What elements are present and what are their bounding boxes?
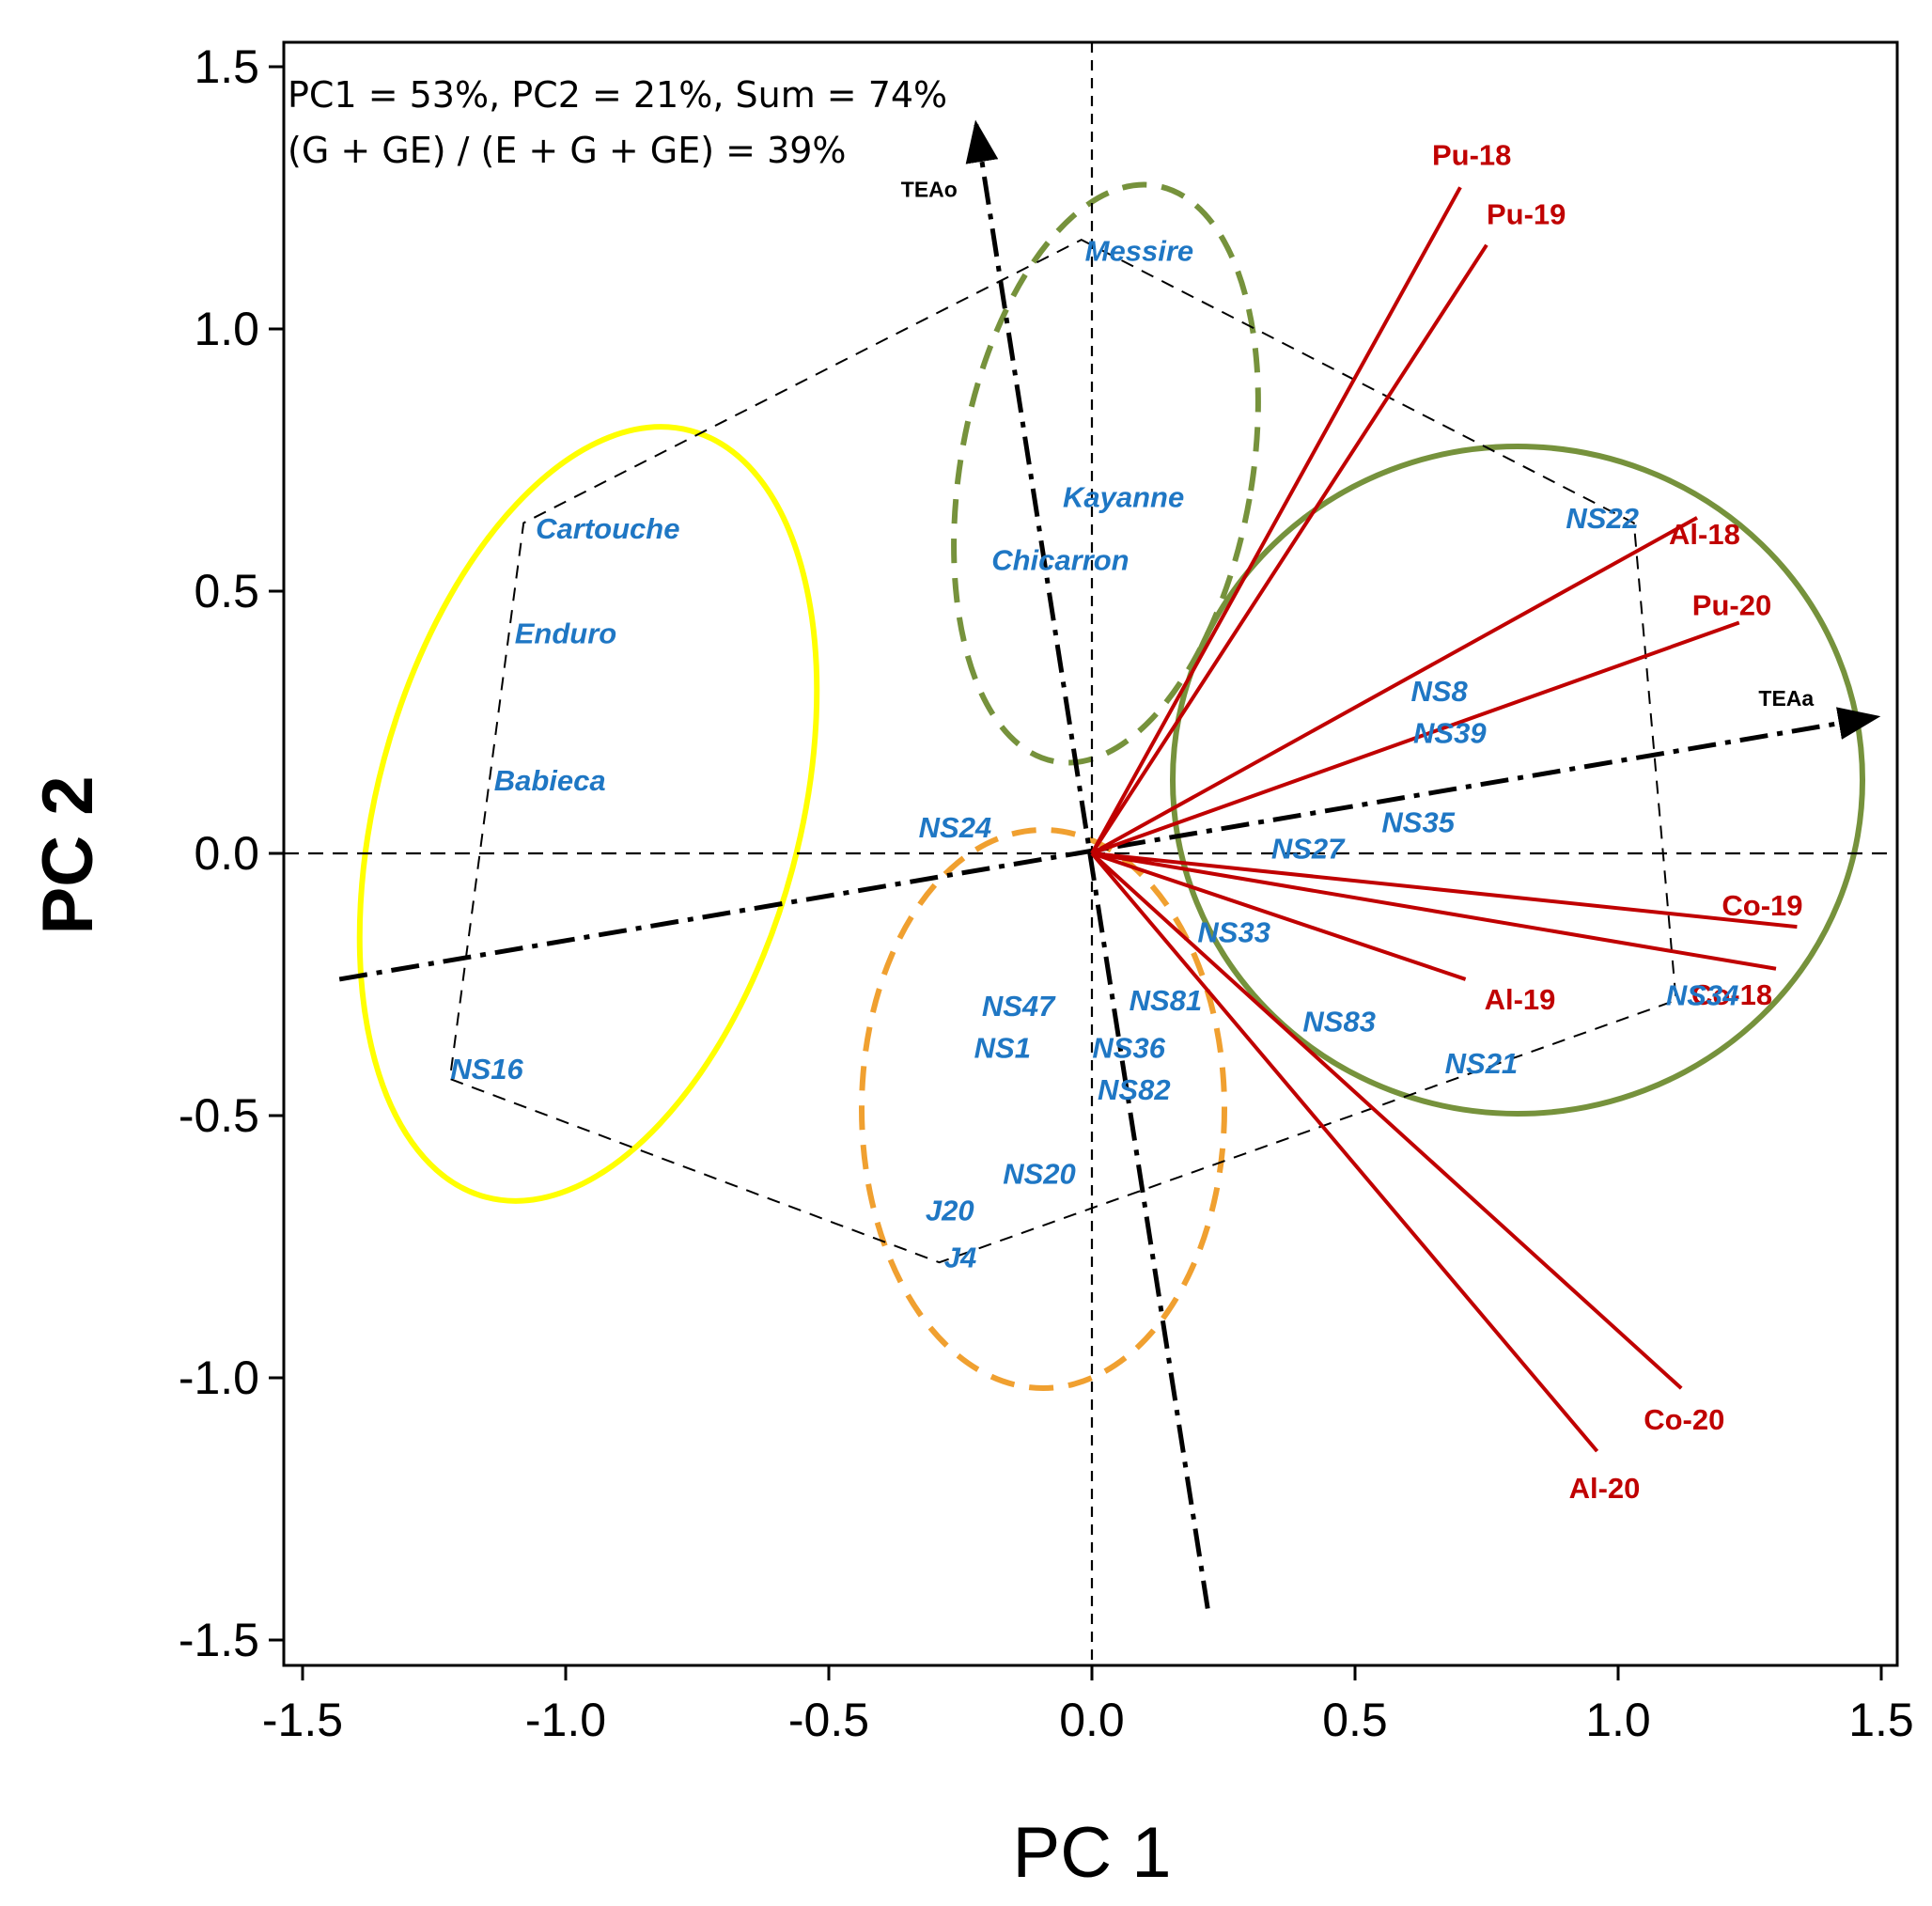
y-tick-label: 0.0 bbox=[194, 827, 259, 880]
env-label-co-20: Co-20 bbox=[1644, 1403, 1724, 1436]
genotype-label-ns33: NS33 bbox=[1197, 916, 1270, 949]
genotype-label-messire: Messire bbox=[1085, 234, 1193, 267]
genotype-label-j20: J20 bbox=[926, 1194, 974, 1226]
env-vector-pu-18 bbox=[1090, 186, 1462, 854]
x-tick-label: -1.5 bbox=[262, 1694, 343, 1746]
genotype-label-ns47: NS47 bbox=[982, 990, 1056, 1023]
y-tick-label: -1.5 bbox=[179, 1614, 259, 1666]
genotype-label-cartouche: Cartouche bbox=[536, 512, 679, 545]
genotype-label-ns35: NS35 bbox=[1381, 806, 1455, 839]
yellow-group-ellipse bbox=[356, 424, 820, 1204]
env-vector-co-19 bbox=[1091, 851, 1798, 930]
environment-labels: Pu-18 Pu-19 Al-18 Pu-20 Co-19 Co-18 Al-19 Co-20… bbox=[1432, 138, 1803, 1505]
genotype-label-ns21: NS21 bbox=[1445, 1047, 1519, 1080]
y-tick-label: 1.5 bbox=[194, 40, 259, 93]
x-axis-title: PC 1 bbox=[1013, 1813, 1172, 1893]
env-label-pu-19: Pu-19 bbox=[1487, 198, 1566, 231]
env-label-co-19: Co-19 bbox=[1722, 889, 1802, 922]
env-vector-al-20 bbox=[1090, 851, 1599, 1453]
genotype-label-ns27: NS27 bbox=[1271, 832, 1346, 865]
genotype-label-ns24: NS24 bbox=[919, 811, 992, 844]
group-ellipses bbox=[356, 181, 1865, 1391]
genotype-label-ns22: NS22 bbox=[1566, 502, 1639, 535]
env-vector-co-20 bbox=[1090, 851, 1683, 1390]
x-tick-label: 0.0 bbox=[1059, 1694, 1125, 1746]
green-dashed-group-ellipse bbox=[951, 181, 1261, 766]
env-label-pu-20: Pu-20 bbox=[1692, 588, 1771, 621]
axis-ticks: -1.5 -1.0 -0.5 0.0 0.5 1.0 1.5 -1.5 -1.0 -0.5 0.0 0… bbox=[179, 40, 1914, 1746]
y-tick-label: -0.5 bbox=[179, 1089, 259, 1142]
genotype-label-ns20: NS20 bbox=[1003, 1157, 1076, 1190]
genotype-labels: Messire Kayanne Chicarron Cartouche Enduro Ba… bbox=[450, 234, 1738, 1273]
genotype-label-ns34: NS34 bbox=[1666, 979, 1739, 1012]
x-tick-label: 1.5 bbox=[1848, 1694, 1914, 1746]
genotype-label-ns81: NS81 bbox=[1130, 984, 1203, 1017]
genotype-label-ns82: NS82 bbox=[1098, 1073, 1171, 1106]
x-tick-label: -1.0 bbox=[525, 1694, 606, 1746]
genotype-label-babieca: Babieca bbox=[494, 764, 606, 797]
env-label-al-19: Al-19 bbox=[1485, 983, 1556, 1016]
teaa-label: TEAa bbox=[1758, 686, 1814, 711]
orange-dashed-group-ellipse bbox=[859, 827, 1227, 1391]
genotype-label-ns16: NS16 bbox=[450, 1053, 523, 1086]
y-tick-label: -1.0 bbox=[179, 1351, 259, 1404]
genotype-label-ns1: NS1 bbox=[974, 1031, 1031, 1064]
env-label-al-18: Al-18 bbox=[1669, 518, 1740, 551]
env-label-al-20: Al-20 bbox=[1569, 1472, 1641, 1505]
x-tick-label: 0.5 bbox=[1322, 1694, 1388, 1746]
environment-vectors bbox=[1090, 186, 1798, 1453]
genotype-label-chicarron: Chicarron bbox=[991, 544, 1129, 577]
y-axis-title: PC 2 bbox=[28, 776, 108, 935]
x-tick-label: 1.0 bbox=[1585, 1694, 1651, 1746]
env-label-co-18: Co-18 bbox=[1691, 978, 1772, 1011]
y-tick-label: 1.0 bbox=[194, 303, 259, 355]
variance-explained-text: PC1 = 53%, PC2 = 21%, Sum = 74% bbox=[288, 74, 947, 116]
atc-axis-teao bbox=[965, 119, 1210, 1609]
convex-hull-polygon bbox=[448, 239, 1677, 1264]
gge-ratio-text: (G + GE) / (E + G + GE) = 39% bbox=[288, 130, 847, 171]
genotype-label-ns39: NS39 bbox=[1413, 717, 1487, 750]
x-tick-label: -0.5 bbox=[788, 1694, 869, 1746]
env-vector-pu-20 bbox=[1091, 620, 1740, 855]
env-label-pu-18: Pu-18 bbox=[1432, 138, 1511, 171]
env-vector-pu-19 bbox=[1090, 243, 1488, 855]
y-tick-label: 0.5 bbox=[194, 565, 259, 617]
genotype-label-j4: J4 bbox=[944, 1242, 976, 1274]
genotype-label-kayanne: Kayanne bbox=[1063, 481, 1184, 514]
genotype-label-ns83: NS83 bbox=[1302, 1006, 1376, 1039]
genotype-label-enduro: Enduro bbox=[515, 617, 617, 650]
env-vector-al-19 bbox=[1091, 851, 1467, 981]
env-vector-co-18 bbox=[1091, 851, 1777, 971]
genotype-label-ns36: NS36 bbox=[1092, 1031, 1165, 1064]
green-solid-group-ellipse bbox=[1170, 444, 1865, 1117]
env-vector-al-18 bbox=[1091, 516, 1698, 855]
genotype-label-ns8: NS8 bbox=[1410, 675, 1468, 708]
teao-label: TEAo bbox=[901, 177, 958, 201]
